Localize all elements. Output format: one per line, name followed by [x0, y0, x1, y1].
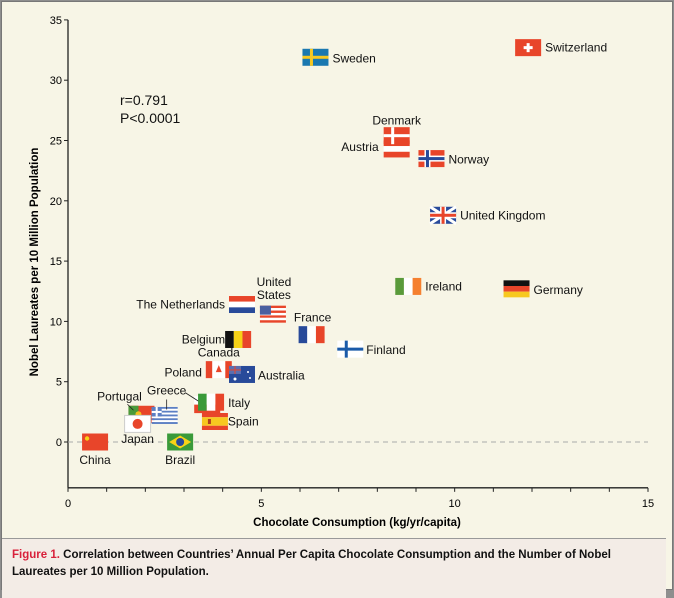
- y-tick-label: 35: [50, 15, 62, 27]
- scatter-chart: 0 5 10 15 20 25 30 35 0 5 10 15 China Brazil Portugal…: [29, 15, 654, 529]
- y-tick-label: 25: [50, 136, 62, 148]
- the-netherlands-flag-icon: [229, 296, 255, 314]
- figure-caption: Figure 1. Correlation between Countries’…: [2, 538, 666, 598]
- point-label: Switzerland: [545, 41, 607, 55]
- italy-flag-icon: [198, 393, 225, 411]
- china-flag-icon: [82, 433, 109, 451]
- x-axis-label: Chocolate Consumption (kg/yr/capita): [253, 517, 461, 529]
- sweden-flag-icon: [302, 48, 329, 66]
- annotation-p: P<0.0001: [120, 110, 181, 126]
- norway-flag-icon: [418, 150, 445, 168]
- switzerland-flag-icon: [515, 39, 542, 57]
- ireland-flag-icon: [395, 277, 422, 295]
- point-spain: Spain: [201, 412, 259, 430]
- spain-flag-icon: [201, 412, 228, 430]
- point-united-kingdom: United Kingdom: [429, 205, 545, 226]
- point-china: China: [79, 433, 111, 467]
- point-the-netherlands: The Netherlands: [136, 296, 255, 314]
- y-axis-label: Nobel Laureates per 10 Million Populatio…: [29, 148, 41, 377]
- figure-label: Figure 1.: [12, 549, 60, 561]
- point-canada: Canada: [198, 346, 240, 379]
- point-label: Finland: [366, 343, 405, 357]
- point-label: United States: [257, 275, 292, 302]
- y-tick-label: 15: [50, 256, 62, 268]
- point-label: United Kingdom: [460, 208, 545, 222]
- y-tick-label: 0: [56, 437, 62, 449]
- point-label-line: United: [257, 275, 292, 289]
- point-label: Norway: [448, 153, 489, 167]
- point-label: Italy: [228, 396, 250, 410]
- point-label: Greece: [147, 383, 187, 397]
- y-tick-label: 20: [50, 196, 62, 208]
- point-label: France: [294, 311, 332, 325]
- point-label: Austria: [341, 140, 379, 154]
- x-tick-label: 5: [258, 498, 264, 510]
- annotation-r: r=0.791: [120, 92, 168, 108]
- point-label: Denmark: [372, 114, 422, 128]
- y-tick-label: 5: [56, 377, 62, 389]
- point-finland: Finland: [337, 340, 406, 358]
- germany-flag-icon: [503, 280, 530, 298]
- brazil-flag-icon: [167, 433, 194, 451]
- point-label: Sweden: [332, 51, 375, 65]
- point-label-line: States: [257, 288, 291, 302]
- point-label: Germany: [534, 283, 583, 297]
- point-italy: Italy: [198, 393, 250, 411]
- point-france: France: [294, 311, 332, 344]
- point-ireland: Ireland: [395, 277, 462, 295]
- poland-leader-line: [184, 392, 200, 402]
- point-label: Canada: [198, 346, 240, 360]
- point-label: Spain: [228, 414, 259, 428]
- point-belgium: Belgium: [182, 330, 252, 348]
- united-states-flag-icon: [259, 305, 286, 323]
- point-label: Brazil: [165, 453, 195, 467]
- point-label: Poland: [165, 366, 202, 380]
- point-united-states: United States: [257, 275, 292, 323]
- point-japan: Japan: [121, 414, 154, 446]
- x-tick-label: 0: [65, 498, 71, 510]
- point-label: Ireland: [425, 279, 462, 293]
- point-greece: Greece: [147, 383, 187, 424]
- caption-text: Correlation between Countries’ Annual Pe…: [12, 549, 611, 578]
- france-flag-icon: [298, 326, 325, 344]
- belgium-flag-icon: [225, 330, 252, 348]
- point-label: China: [79, 453, 111, 467]
- point-label: Japan: [121, 432, 154, 446]
- united-kingdom-flag-icon: [429, 205, 457, 226]
- point-switzerland: Switzerland: [515, 39, 607, 57]
- canada-flag-icon: [205, 361, 232, 379]
- x-tick-label: 10: [449, 498, 461, 510]
- point-brazil: Brazil: [165, 433, 195, 467]
- y-tick-label: 30: [50, 75, 62, 87]
- x-tick-label: 15: [642, 498, 654, 510]
- denmark-flag-icon: [383, 127, 410, 145]
- y-tick-label: 10: [50, 316, 62, 328]
- point-label: Portugal: [97, 389, 142, 403]
- japan-flag-icon: [124, 414, 152, 433]
- australia-flag-icon: [229, 365, 255, 383]
- point-label: The Netherlands: [136, 298, 225, 312]
- point-sweden: Sweden: [302, 48, 376, 66]
- finland-flag-icon: [337, 340, 364, 358]
- point-label: Australia: [258, 368, 305, 382]
- point-denmark: Denmark: [372, 114, 422, 145]
- point-norway: Norway: [418, 150, 489, 168]
- point-germany: Germany: [503, 280, 583, 298]
- portugal-leader-line: [127, 403, 134, 411]
- point-australia: Australia: [229, 365, 305, 383]
- greece-flag-icon: [151, 406, 178, 424]
- point-label: Belgium: [182, 332, 225, 346]
